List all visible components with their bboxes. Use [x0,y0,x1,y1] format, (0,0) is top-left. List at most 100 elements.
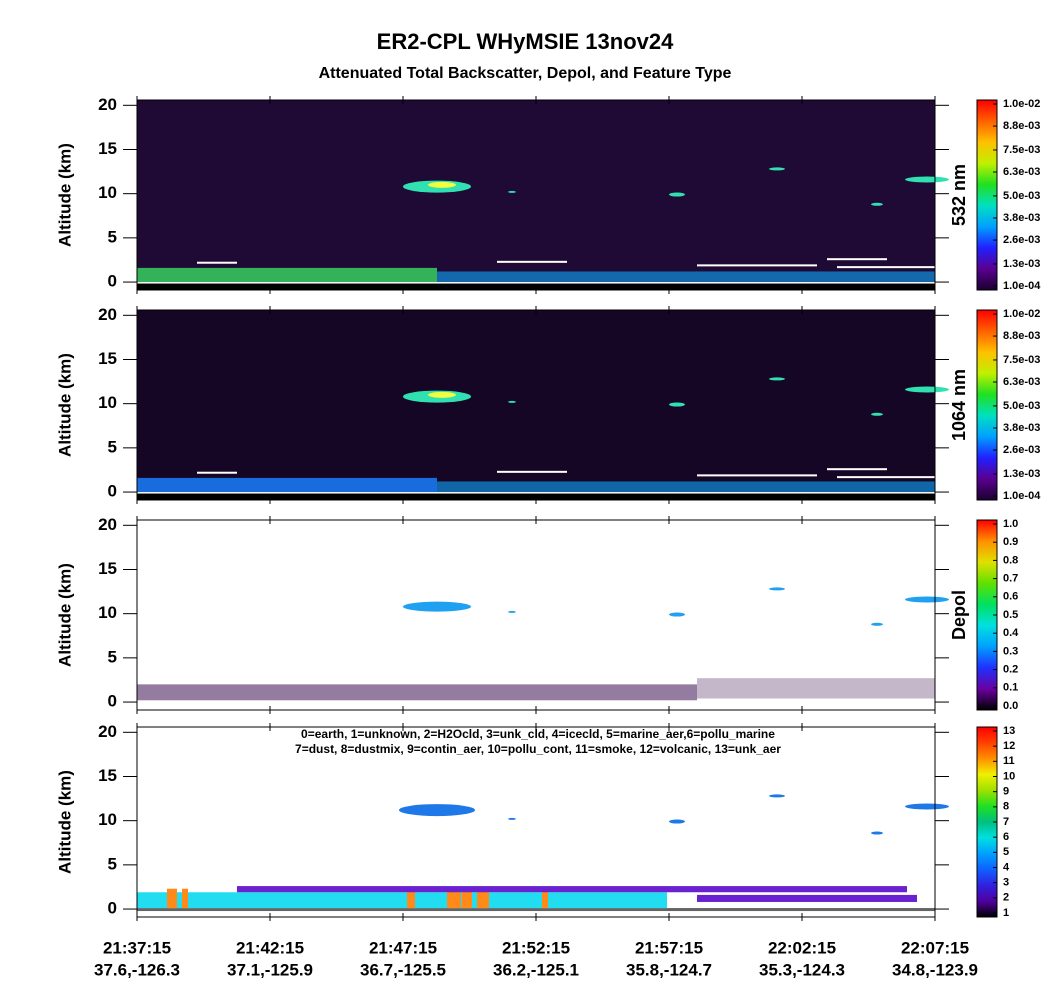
colorbar-tick-label: 2.6e-03 [1003,234,1040,246]
smoke [447,888,461,909]
cloud [403,601,471,612]
y-tick-label: 15 [98,349,117,368]
low-cloud [827,468,887,471]
y-tick-label: 15 [98,139,117,158]
plot-background [137,727,935,917]
x-tick-label: 21:37:15 [103,938,171,957]
low-cloud [697,264,817,267]
y-axis-label: Altitude (km) [55,143,74,247]
y-tick-label: 0 [108,272,117,291]
cloud [871,622,883,626]
colorbar-tick-label: 0.2 [1003,664,1018,676]
smoke [182,888,188,909]
title: ER2-CPL WHyMSIE 13nov24 [377,29,674,54]
aerosol-low [697,894,917,902]
colorbar-tick-label: 1.0 [1003,518,1018,530]
colorbar-tick-label: 11 [1003,755,1015,767]
low-cloud [837,266,935,269]
annotation: 7=dust, 8=dustmix, 9=contin_aer, 10=poll… [295,742,781,756]
colorbar-label: 532 nm [949,164,969,226]
y-axis-label: Altitude (km) [55,563,74,667]
colorbar-tick-label: 1.0e-02 [1003,308,1040,320]
x-tick-label: 21:52:15 [502,938,570,957]
colorbar-tick-label: 0.5 [1003,609,1018,621]
x-tick-label: 21:42:15 [236,938,304,957]
colorbar-tick-label: 4 [1003,861,1010,873]
low-cloud [497,470,567,473]
colorbar-tick-label: 2.6e-03 [1003,444,1040,456]
colorbar-tick-label: 5.0e-03 [1003,400,1040,412]
low-cloud [497,260,567,263]
colorbar-tick-label: 0.8 [1003,554,1018,566]
colorbar-tick-label: 2 [1003,892,1009,904]
x-tick-sublabel: 35.3,-124.3 [759,960,845,979]
y-tick-label: 15 [98,559,117,578]
boundary-layer [437,271,935,283]
colorbar-tick-label: 6.3e-03 [1003,166,1040,178]
x-tick-sublabel: 34.8,-123.9 [892,960,978,979]
cloud [871,202,883,206]
cloud-core [428,391,456,398]
y-tick-label: 0 [108,899,117,918]
y-axis-label: Altitude (km) [55,770,74,874]
plot-background [137,310,935,500]
aerosol-top [237,886,907,893]
y-tick-label: 15 [98,766,117,785]
cloud [871,831,883,835]
colorbar-tick-label: 3 [1003,877,1009,889]
surface-line [137,282,935,284]
colorbar-tick-label: 10 [1003,770,1015,782]
colorbar-tick-label: 12 [1003,740,1015,752]
cloud [508,817,516,820]
x-tick-label: 21:57:15 [635,938,703,957]
y-tick-label: 20 [98,722,117,741]
y-tick-label: 10 [98,393,117,412]
y-tick-label: 5 [108,854,117,873]
colorbar-tick-label: 3.8e-03 [1003,422,1040,434]
cloud [669,192,685,197]
y-axis-label: Altitude (km) [55,353,74,457]
colorbar-tick-label: 1 [1003,907,1009,919]
cloud [905,803,949,810]
cloud [769,377,785,381]
colorbar-tick-label: 6 [1003,831,1009,843]
curtain [137,794,949,912]
low-cloud [197,471,237,474]
cloud [905,386,949,393]
low-cloud [827,258,887,261]
cloud [669,402,685,407]
plot-background [137,100,935,290]
cloud [508,400,516,403]
smoke [462,888,472,909]
boundary-layer [137,267,437,283]
y-tick-label: 5 [108,437,117,456]
colorbar-tick-label: 1.0e-04 [1003,490,1041,502]
x-tick-label: 21:47:15 [369,938,437,957]
cloud [508,610,516,613]
cloud [871,412,883,416]
subtitle: Attenuated Total Backscatter, Depol, and… [319,65,732,82]
smoke [407,888,415,909]
cloud [769,794,785,798]
colorbar-tick-label: 9 [1003,786,1009,798]
cloud [669,819,685,824]
colorbar-tick-label: 7 [1003,816,1009,828]
x-tick-sublabel: 37.1,-125.9 [227,960,313,979]
surface-marker [137,908,935,912]
colorbar-label: 1064 nm [949,369,969,441]
x-tick-sublabel: 36.7,-125.5 [360,960,446,979]
x-tick-sublabel: 36.2,-125.1 [493,960,579,979]
x-tick-label: 22:07:15 [901,938,969,957]
colorbar-tick-label: 0.9 [1003,536,1018,548]
colorbar-tick-label: 1.0e-04 [1003,280,1041,292]
x-tick-sublabel: 35.8,-124.7 [626,960,712,979]
aerosol-layer [137,684,697,701]
y-tick-label: 20 [98,305,117,324]
y-tick-label: 5 [108,227,117,246]
colorbar-tick-label: 1.3e-03 [1003,258,1040,270]
plot-background [137,520,935,710]
smoke [167,888,177,909]
colorbar-tick-label: 8.8e-03 [1003,120,1040,132]
low-cloud [197,261,237,264]
